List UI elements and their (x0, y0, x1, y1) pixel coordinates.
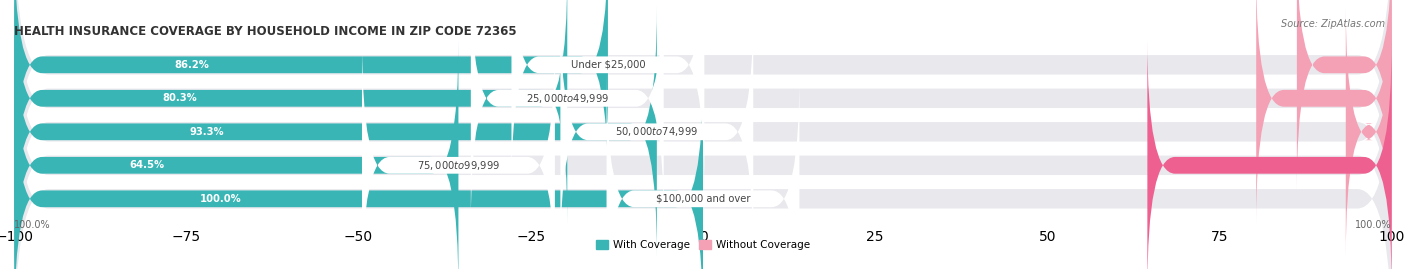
Legend: With Coverage, Without Coverage: With Coverage, Without Coverage (592, 236, 814, 254)
FancyBboxPatch shape (512, 0, 704, 190)
FancyBboxPatch shape (14, 0, 1392, 256)
FancyBboxPatch shape (361, 40, 555, 269)
Text: 80.3%: 80.3% (163, 93, 197, 103)
FancyBboxPatch shape (14, 6, 657, 257)
Text: Under $25,000: Under $25,000 (571, 60, 645, 70)
Text: 100.0%: 100.0% (1355, 220, 1392, 229)
Text: HEALTH INSURANCE COVERAGE BY HOUSEHOLD INCOME IN ZIP CODE 72365: HEALTH INSURANCE COVERAGE BY HOUSEHOLD I… (14, 25, 516, 38)
FancyBboxPatch shape (14, 40, 458, 269)
FancyBboxPatch shape (606, 73, 800, 269)
FancyBboxPatch shape (1346, 6, 1392, 257)
Text: 86.2%: 86.2% (174, 60, 209, 70)
FancyBboxPatch shape (14, 8, 1392, 269)
Text: Source: ZipAtlas.com: Source: ZipAtlas.com (1281, 19, 1385, 29)
FancyBboxPatch shape (14, 0, 567, 224)
FancyBboxPatch shape (14, 41, 1392, 269)
FancyBboxPatch shape (1256, 0, 1392, 224)
FancyBboxPatch shape (14, 0, 607, 190)
FancyBboxPatch shape (1296, 0, 1392, 190)
Text: 100.0%: 100.0% (200, 194, 242, 204)
FancyBboxPatch shape (14, 73, 703, 269)
Text: 93.3%: 93.3% (190, 127, 224, 137)
FancyBboxPatch shape (561, 6, 754, 257)
FancyBboxPatch shape (14, 0, 1392, 269)
Text: $50,000 to $74,999: $50,000 to $74,999 (616, 125, 699, 138)
Text: $100,000 and over: $100,000 and over (655, 194, 751, 204)
Text: $75,000 to $99,999: $75,000 to $99,999 (416, 159, 501, 172)
Text: $25,000 to $49,999: $25,000 to $49,999 (526, 92, 609, 105)
FancyBboxPatch shape (471, 0, 664, 224)
Text: 100.0%: 100.0% (14, 220, 51, 229)
FancyBboxPatch shape (14, 0, 1392, 222)
Text: 64.5%: 64.5% (129, 160, 165, 170)
FancyBboxPatch shape (1147, 40, 1392, 269)
